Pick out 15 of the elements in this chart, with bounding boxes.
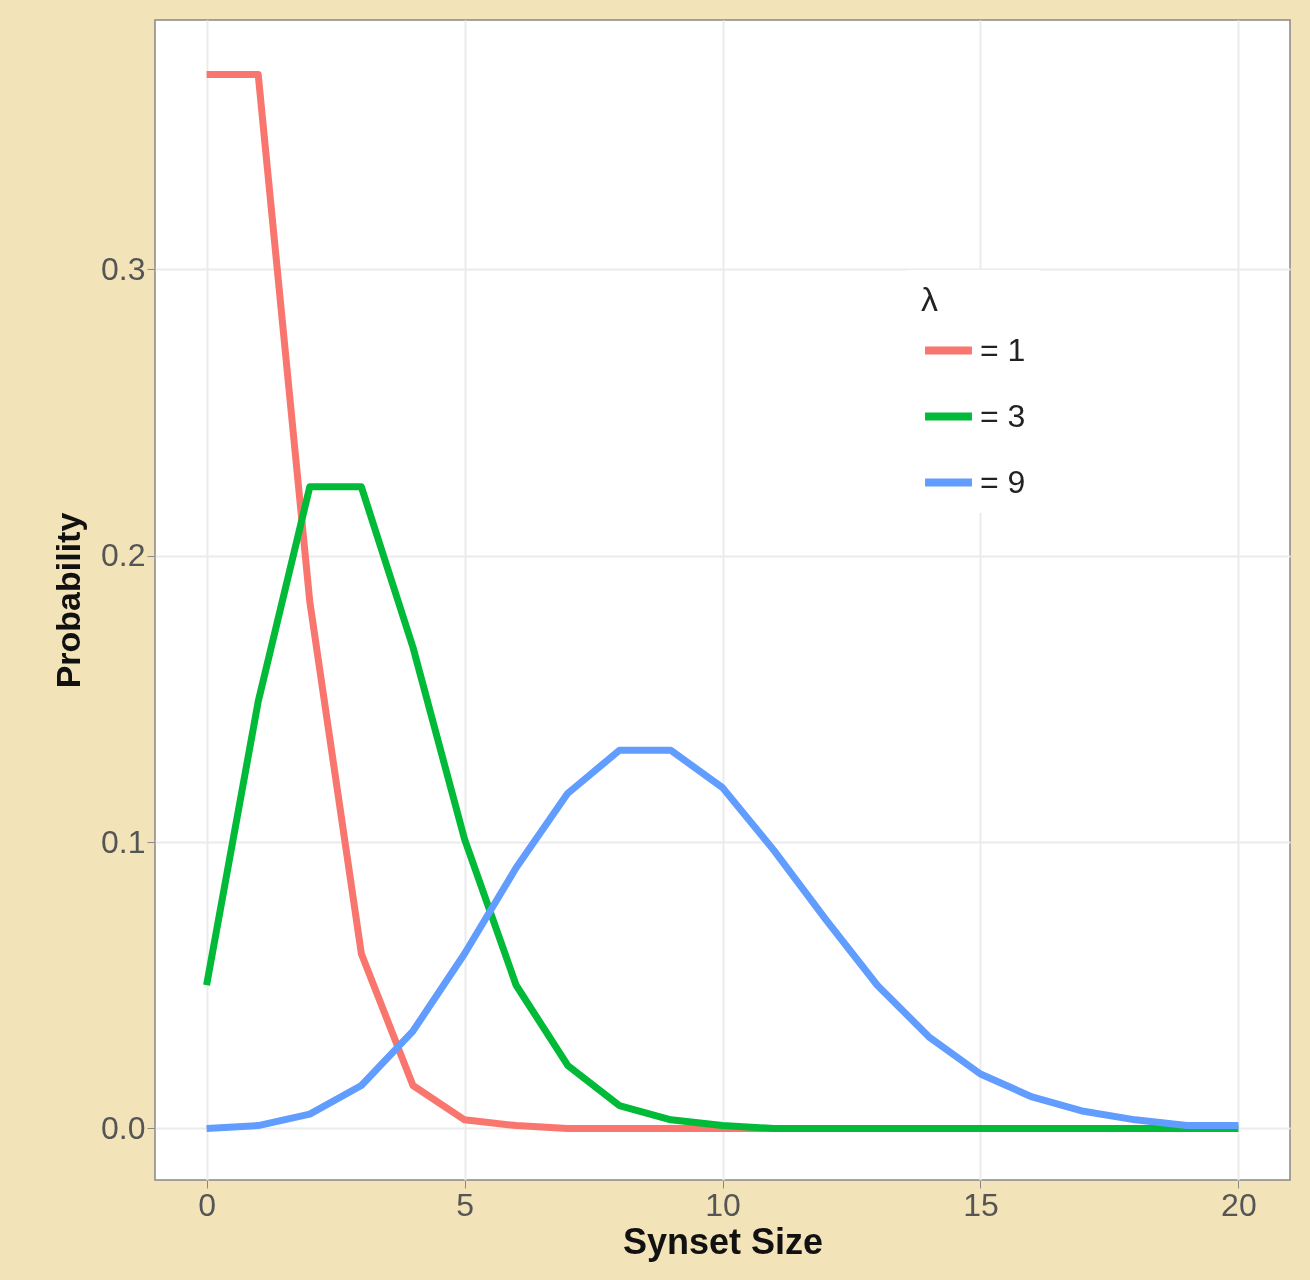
x-axis-title: Synset Size bbox=[622, 1220, 824, 1262]
x-tick-label: 5 bbox=[456, 1186, 474, 1223]
legend-label: = 1 bbox=[980, 331, 1026, 368]
legend-label: = 9 bbox=[980, 463, 1026, 500]
x-tick-label: 0 bbox=[198, 1186, 216, 1223]
y-tick-label: 0.3 bbox=[101, 250, 146, 287]
x-tick-label: 20 bbox=[1221, 1186, 1257, 1223]
x-tick-label: 15 bbox=[963, 1186, 999, 1223]
legend-label: = 3 bbox=[980, 397, 1026, 434]
y-tick-label: 0.2 bbox=[101, 537, 146, 574]
y-tick-label: 0.1 bbox=[101, 823, 146, 860]
x-tick-label: 10 bbox=[705, 1186, 741, 1223]
legend-title: λ bbox=[921, 280, 938, 318]
y-tick-label: 0.0 bbox=[101, 1109, 146, 1146]
y-axis-title: Probability bbox=[49, 512, 88, 689]
